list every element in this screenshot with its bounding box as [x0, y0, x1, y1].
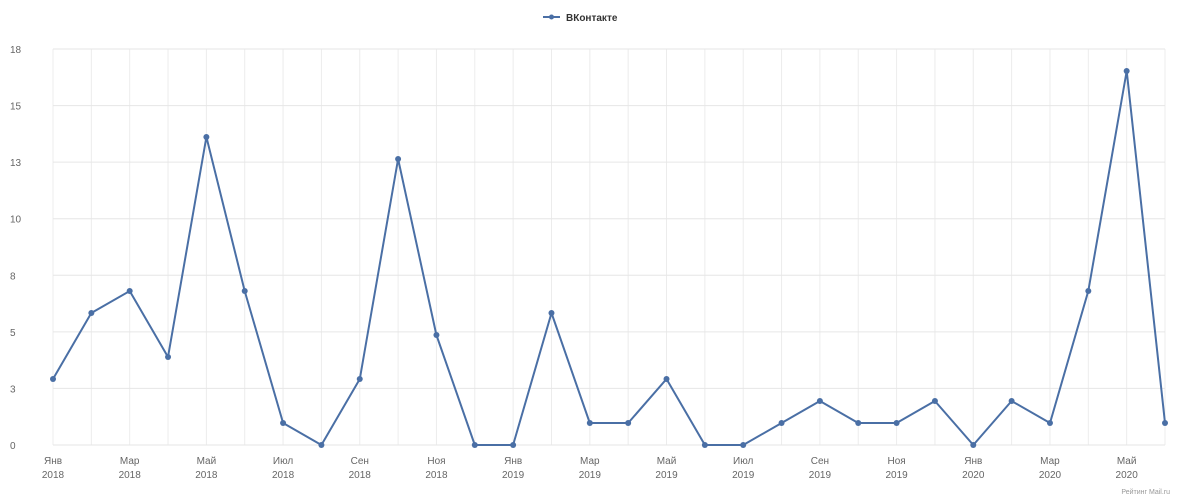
x-tick-month-label: Янв: [504, 456, 522, 467]
y-tick-label: 10: [10, 215, 22, 226]
y-tick-label: 18: [10, 45, 22, 56]
x-tick-year-label: 2019: [885, 470, 908, 481]
y-tick-label: 13: [10, 158, 22, 169]
x-tick-month-label: Сен: [811, 456, 829, 467]
data-point-marker[interactable]: [126, 288, 133, 294]
data-point-marker[interactable]: [241, 288, 248, 294]
legend-label: ВКонтакте: [566, 13, 618, 24]
data-point-marker[interactable]: [855, 420, 862, 426]
data-point-marker[interactable]: [280, 420, 287, 426]
x-tick-year-label: 2019: [809, 470, 832, 481]
data-point-marker[interactable]: [510, 442, 517, 448]
x-tick-month-label: Май: [197, 456, 217, 467]
data-point-marker[interactable]: [893, 420, 900, 426]
data-point-marker[interactable]: [471, 442, 478, 448]
y-tick-label: 5: [10, 328, 16, 339]
x-tick-year-label: 2018: [119, 470, 142, 481]
y-tick-label: 0: [10, 441, 16, 452]
x-tick-year-label: 2019: [502, 470, 525, 481]
x-tick-year-label: 2018: [425, 470, 448, 481]
data-point-marker[interactable]: [663, 376, 670, 382]
x-tick-year-label: 2018: [272, 470, 295, 481]
data-point-marker[interactable]: [318, 442, 325, 448]
data-point-marker[interactable]: [1162, 420, 1168, 426]
data-point-marker[interactable]: [548, 310, 555, 316]
data-point-marker[interactable]: [931, 398, 938, 404]
data-point-marker[interactable]: [625, 420, 632, 426]
x-tick-month-label: Июл: [273, 456, 293, 467]
x-tick-month-label: Янв: [44, 456, 62, 467]
grid: [52, 48, 1166, 446]
data-point-marker[interactable]: [203, 134, 210, 140]
data-point-marker[interactable]: [816, 398, 823, 404]
y-tick-label: 3: [10, 384, 16, 395]
x-tick-month-label: Мар: [580, 456, 600, 467]
x-tick-month-label: Ноя: [887, 456, 905, 467]
data-point-marker[interactable]: [50, 376, 56, 382]
y-tick-label: 15: [10, 102, 22, 113]
x-tick-month-label: Мар: [120, 456, 140, 467]
data-point-marker[interactable]: [356, 376, 363, 382]
x-tick-year-label: 2020: [1039, 470, 1062, 481]
data-point-marker[interactable]: [701, 442, 708, 448]
data-point-marker[interactable]: [778, 420, 785, 426]
data-point-marker[interactable]: [1085, 288, 1092, 294]
x-tick-year-label: 2019: [732, 470, 755, 481]
data-point-marker[interactable]: [1008, 398, 1015, 404]
series-vkontakte: [50, 68, 1168, 448]
data-point-marker[interactable]: [395, 156, 402, 162]
x-tick-month-label: Май: [1117, 456, 1137, 467]
y-tick-label: 8: [10, 271, 16, 282]
x-tick-year-label: 2019: [655, 470, 678, 481]
x-tick-year-label: 2018: [195, 470, 218, 481]
x-tick-year-label: 2018: [349, 470, 372, 481]
data-point-marker[interactable]: [88, 310, 95, 316]
credit-text: Рейтинг Mail.ru: [1121, 488, 1170, 496]
x-tick-year-label: 2020: [1116, 470, 1139, 481]
data-point-marker[interactable]: [586, 420, 593, 426]
x-tick-year-label: 2020: [962, 470, 985, 481]
x-tick-month-label: Мар: [1040, 456, 1060, 467]
x-tick-year-label: 2018: [42, 470, 65, 481]
x-tick-year-label: 2019: [579, 470, 602, 481]
x-axis: Янв 2018 Мар 2018 Май 2018 Июл 2018 Сен 2018 Ноя 20…: [42, 456, 1138, 481]
data-point-marker[interactable]: [970, 442, 977, 448]
legend[interactable]: ВКонтакте: [543, 13, 618, 24]
legend-marker-icon: [549, 14, 554, 20]
data-point-marker[interactable]: [433, 332, 440, 338]
data-point-marker[interactable]: [1046, 420, 1053, 426]
data-point-marker[interactable]: [165, 354, 172, 360]
x-tick-month-label: Июл: [733, 456, 753, 467]
x-tick-month-label: Ноя: [427, 456, 445, 467]
x-tick-month-label: Сен: [351, 456, 369, 467]
data-point-marker[interactable]: [1123, 68, 1130, 74]
data-point-marker[interactable]: [740, 442, 747, 448]
y-axis: 0 3 5 8 10 13 15 18: [10, 45, 22, 452]
series-line: [52, 70, 1166, 446]
x-tick-month-label: Янв: [964, 456, 982, 467]
x-tick-month-label: Май: [657, 456, 677, 467]
